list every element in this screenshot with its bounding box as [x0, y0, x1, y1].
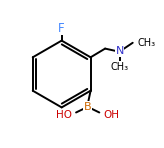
Text: F: F: [58, 22, 65, 35]
Text: CH₃: CH₃: [111, 62, 129, 72]
Text: HO: HO: [56, 110, 72, 120]
Text: B: B: [84, 102, 92, 112]
Text: N: N: [115, 46, 124, 57]
Text: CH₃: CH₃: [138, 38, 156, 48]
Text: OH: OH: [103, 110, 119, 120]
